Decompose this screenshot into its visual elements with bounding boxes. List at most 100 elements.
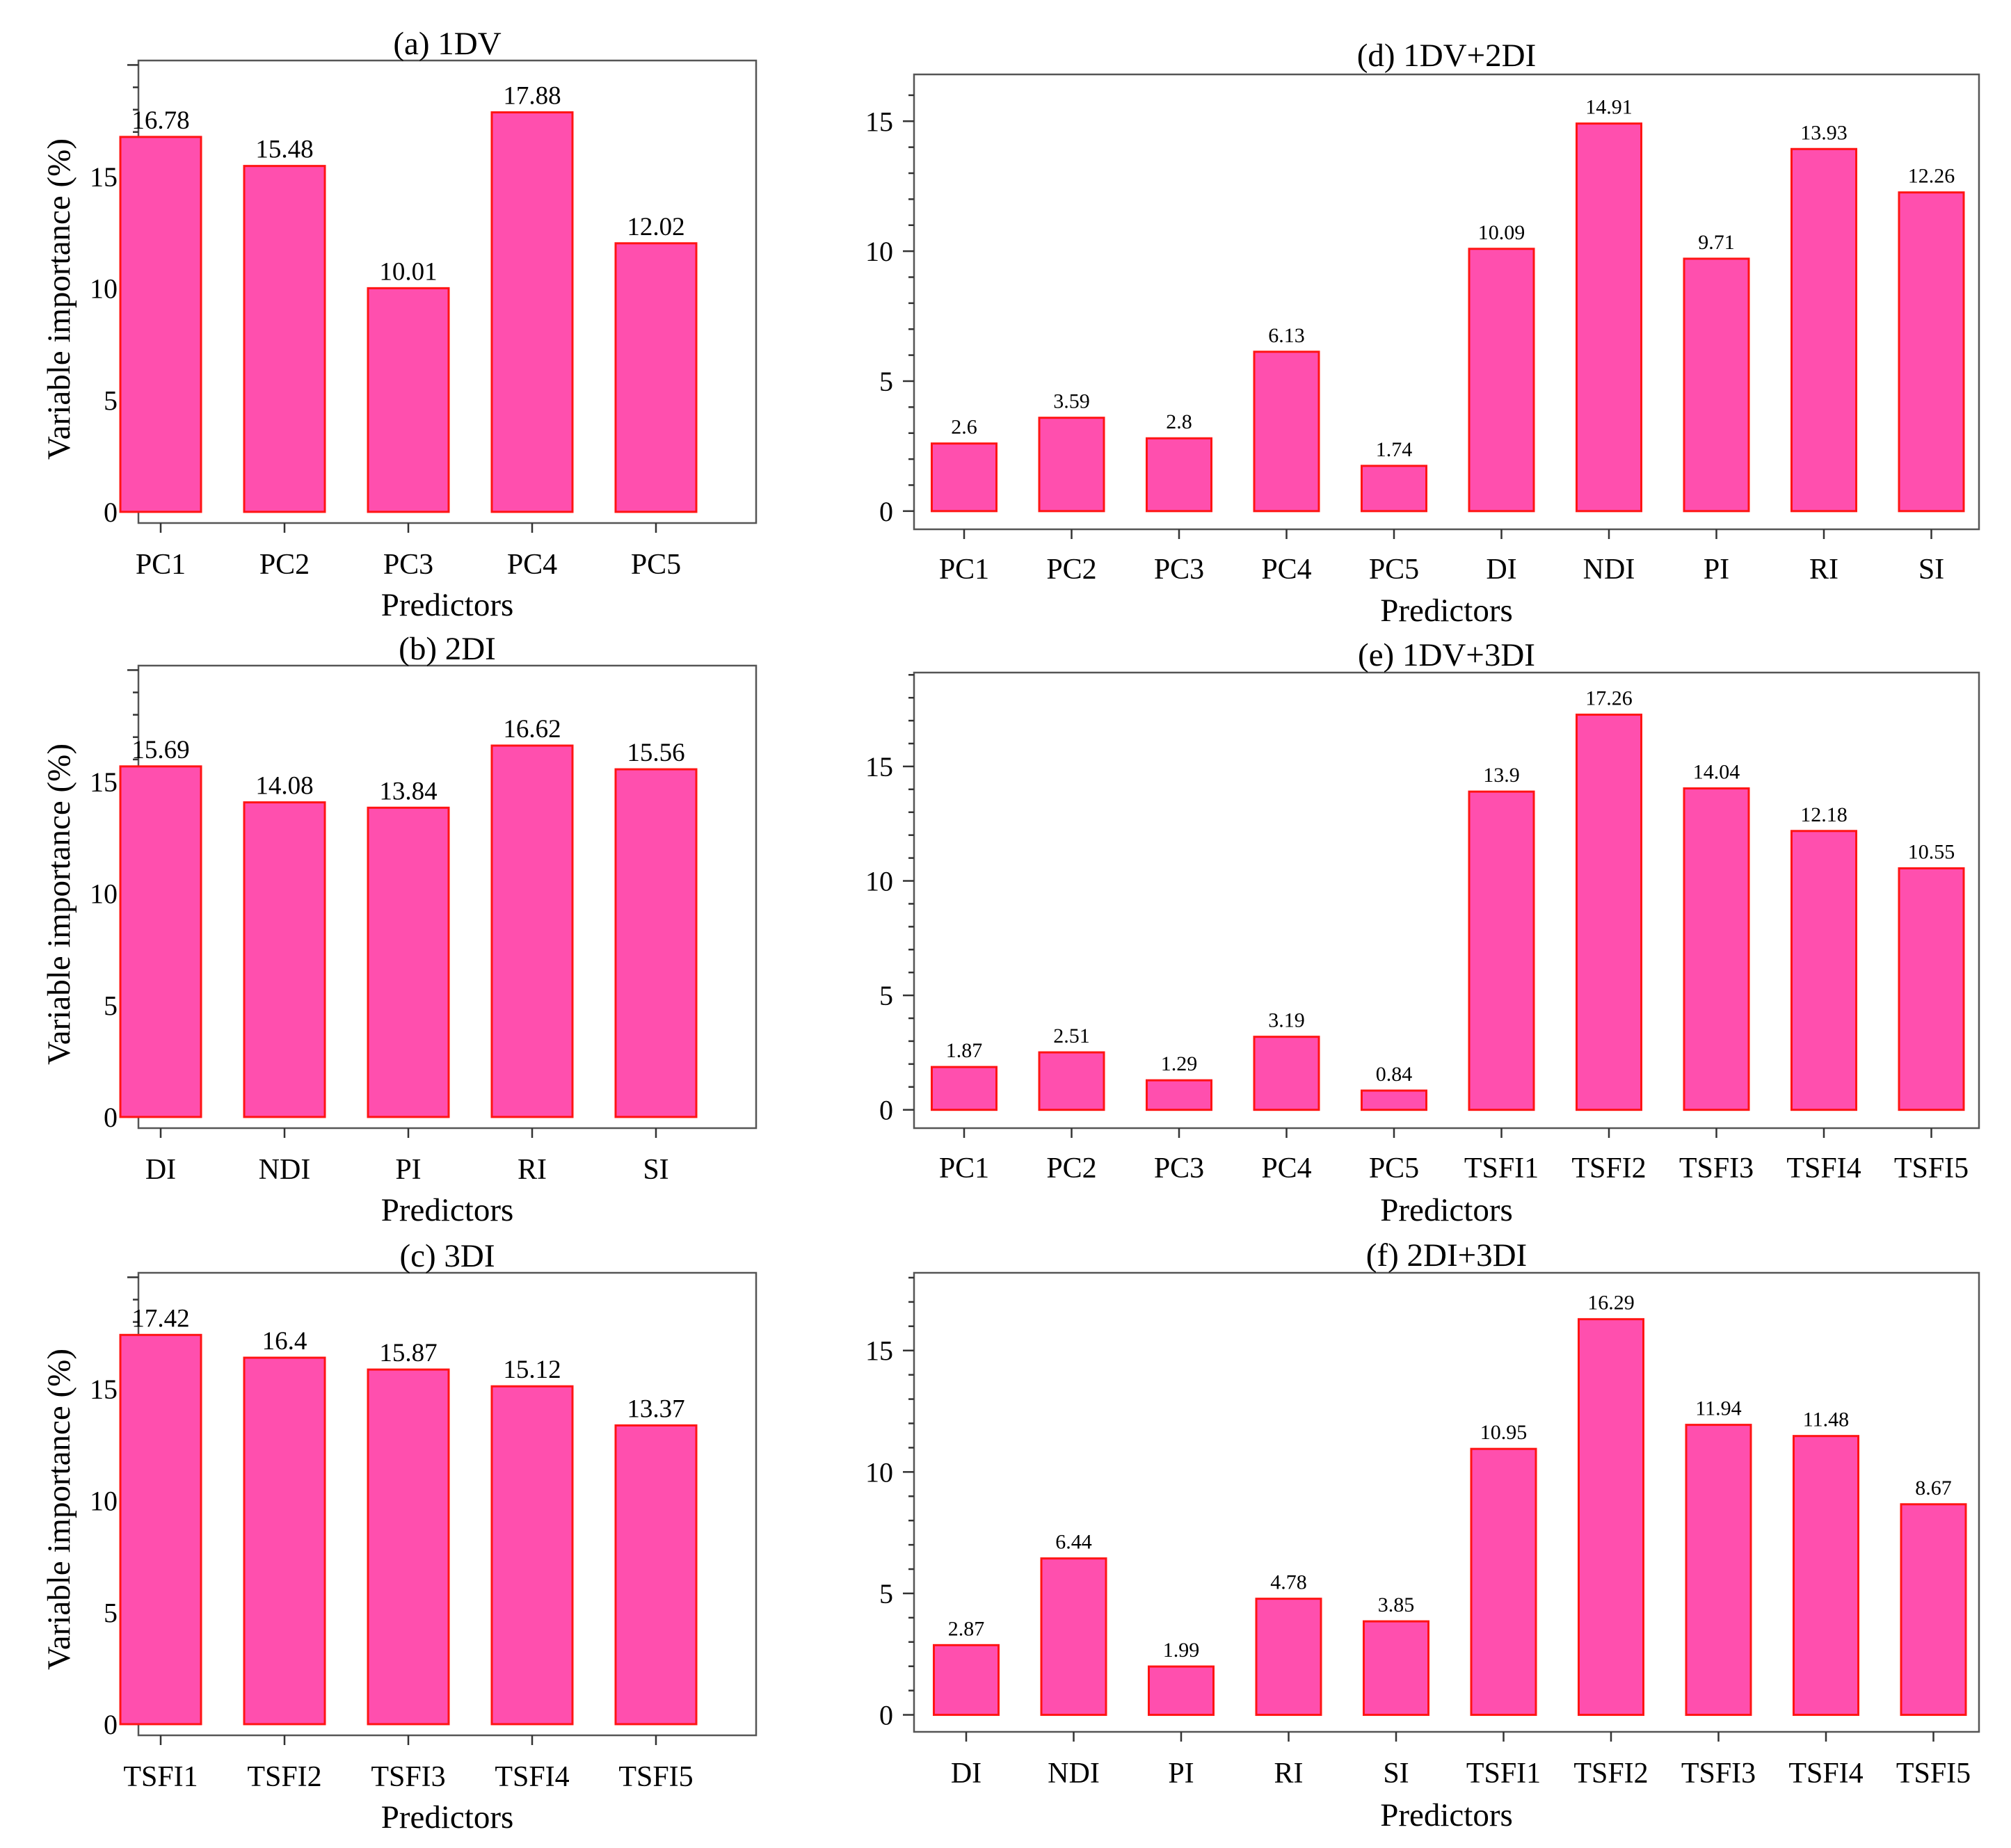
panel-d-bar-pi: [1683, 257, 1750, 513]
panel-d-bar-ri: [1790, 147, 1857, 513]
panel-d-category-label: NDI: [1583, 554, 1635, 586]
panel-d-category-label: RI: [1809, 554, 1838, 586]
panel-e-category-label: TSFI3: [1679, 1152, 1754, 1184]
panel-f-ytick-label: 15: [865, 1335, 893, 1367]
panel-d-category-label: PI: [1704, 554, 1729, 586]
panel-b-bar-pi: [367, 806, 450, 1118]
panel-b-ytick-label: 10: [90, 878, 118, 910]
panel-d-title: (d) 1DV+2DI: [1357, 38, 1537, 74]
panel-f-category-label: TSFI5: [1896, 1758, 1971, 1790]
panel-d-value-label: 3.59: [1053, 390, 1090, 413]
panel-c: 0 5 10 15 17.42 TSFI1 16.4 TSFI2 15.87 TSFI3 15.12…: [41, 1238, 758, 1835]
panel-b-ytick-label: 15: [90, 766, 118, 798]
panel-e-bar-tsfi4: [1790, 830, 1857, 1111]
panel-e-bar-tsfi1: [1468, 790, 1535, 1111]
panel-e-category-label: PC1: [939, 1152, 989, 1184]
panel-f-value-label: 10.95: [1480, 1421, 1528, 1444]
panel-d-value-label: 10.09: [1478, 221, 1525, 244]
panel-f-ytick-label: 0: [879, 1700, 893, 1731]
panel-d-ytick-label: 10: [865, 236, 893, 267]
panel-a-category-label: PC1: [136, 549, 186, 581]
panel-e-category-label: PC4: [1261, 1152, 1311, 1184]
panel-b-ytick-label: 5: [104, 990, 118, 1021]
panel-c-value-label: 15.12: [503, 1356, 561, 1384]
panel-b-category-label: RI: [518, 1154, 547, 1186]
panel-f-category-label: RI: [1274, 1758, 1304, 1790]
panel-e-category-label: TSFI2: [1571, 1152, 1646, 1184]
panel-a-ytick-label: 10: [90, 273, 118, 305]
panel-c-ytick-label: 15: [90, 1374, 118, 1405]
panel-f-bar-tsfi4: [1793, 1435, 1859, 1717]
panel-b-value-label: 14.08: [255, 772, 313, 801]
panel-e-category-label: TSFI1: [1464, 1152, 1539, 1184]
panel-f-ytick-label: 5: [879, 1578, 893, 1609]
panel-a-bar-pc2: [243, 165, 326, 513]
panel-f: 0 5 10 15 2.87 DI 6.44 NDI 1.99 PI 4.78 RI 3.85 SI 10.…: [865, 1237, 1980, 1833]
panel-f-bar-si: [1363, 1620, 1429, 1717]
panel-a-category-label: PC4: [507, 549, 557, 581]
panel-e-bar-tsfi2: [1576, 714, 1642, 1111]
panel-e-ytick-label: 10: [865, 866, 893, 897]
panel-c-category-label: TSFI3: [371, 1761, 445, 1793]
panel-e-value-label: 12.18: [1800, 803, 1848, 826]
panel-e-value-label: 0.84: [1376, 1063, 1413, 1086]
panel-c-ytick-label: 5: [104, 1597, 118, 1628]
panel-d-category-label: PC3: [1154, 554, 1204, 586]
panel-d-x-axis-label: Predictors: [1380, 593, 1513, 629]
panel-d-value-label: 9.71: [1698, 231, 1735, 254]
panel-a-ytick-label: 0: [104, 497, 118, 528]
panel-c-bar-tsfi3: [367, 1368, 450, 1726]
panel-a-ytick-label: 15: [90, 161, 118, 193]
panel-d-value-label: 6.13: [1268, 324, 1305, 347]
panel-a-ytick-label: 5: [104, 385, 118, 416]
panel-a-category-label: PC5: [631, 549, 681, 581]
panel-f-value-label: 11.48: [1803, 1408, 1849, 1431]
panel-e-value-label: 3.19: [1268, 1009, 1305, 1032]
panel-f-category-label: TSFI3: [1681, 1758, 1756, 1790]
panel-a-bar-pc3: [367, 287, 450, 513]
panel-b-bar-ndi: [243, 801, 326, 1118]
panel-f-bar-ri: [1255, 1598, 1322, 1717]
panel-f-bar-tsfi5: [1900, 1503, 1967, 1717]
panel-b-value-label: 15.69: [131, 736, 189, 764]
panel-f-plot-frame: [913, 1271, 1980, 1733]
panel-a-value-label: 17.88: [503, 82, 561, 111]
panel-e-value-label: 10.55: [1908, 840, 1955, 863]
panel-e-value-label: 2.51: [1053, 1025, 1090, 1047]
panel-a-value-label: 10.01: [379, 257, 437, 286]
panel-f-value-label: 1.99: [1163, 1639, 1200, 1662]
panel-e-bar-tsfi5: [1898, 867, 1965, 1111]
panel-f-bar-tsfi1: [1470, 1447, 1537, 1717]
panel-e-category-label: PC5: [1369, 1152, 1419, 1184]
panel-d-value-label: 12.26: [1908, 165, 1955, 188]
panel-e-bar-tsfi3: [1683, 787, 1750, 1111]
panel-b-title: (b) 2DI: [399, 631, 496, 667]
panel-e-bar-pc3: [1146, 1079, 1212, 1111]
panel-f-category-label: NDI: [1048, 1758, 1100, 1790]
panel-f-ytick-label: 10: [865, 1456, 893, 1488]
panel-b-bar-si: [614, 768, 698, 1118]
panel-f-x-axis-label: Predictors: [1380, 1797, 1513, 1833]
panel-e-ytick-label: 15: [865, 751, 893, 782]
panel-c-category-label: TSFI4: [495, 1761, 569, 1793]
panel-c-bar-tsfi1: [119, 1333, 202, 1726]
panel-f-category-label: TSFI2: [1573, 1758, 1648, 1790]
panel-c-ytick-label: 0: [104, 1709, 118, 1740]
panel-d-category-label: PC4: [1261, 554, 1311, 586]
panel-e-bar-pc1: [931, 1066, 998, 1111]
panel-c-value-label: 15.87: [379, 1339, 437, 1367]
panel-e-category-label: TSFI4: [1786, 1152, 1861, 1184]
panel-e-bar-pc2: [1038, 1051, 1105, 1111]
panel-d-bar-ndi: [1576, 122, 1642, 513]
panel-f-category-label: TSFI1: [1466, 1758, 1541, 1790]
panel-d: 0 5 10 15 2.6 PC1 3.59 PC2 2.8 PC3 6.13 PC4 1.74 PC5 1…: [865, 38, 1980, 629]
panel-a-x-axis-label: Predictors: [381, 587, 514, 623]
panel-b: 0 5 10 15 15.69 DI 14.08 NDI 13.84 PI 16.62 RI 15.56…: [41, 631, 758, 1228]
panel-f-value-label: 2.87: [948, 1617, 985, 1640]
panel-b-bar-ri: [490, 744, 574, 1118]
panel-b-category-label: PI: [395, 1154, 421, 1186]
panel-e-value-label: 13.9: [1483, 764, 1520, 787]
panel-f-bar-tsfi2: [1578, 1318, 1644, 1717]
panel-c-ytick-label: 10: [90, 1486, 118, 1517]
panel-b-x-axis-label: Predictors: [381, 1192, 514, 1228]
